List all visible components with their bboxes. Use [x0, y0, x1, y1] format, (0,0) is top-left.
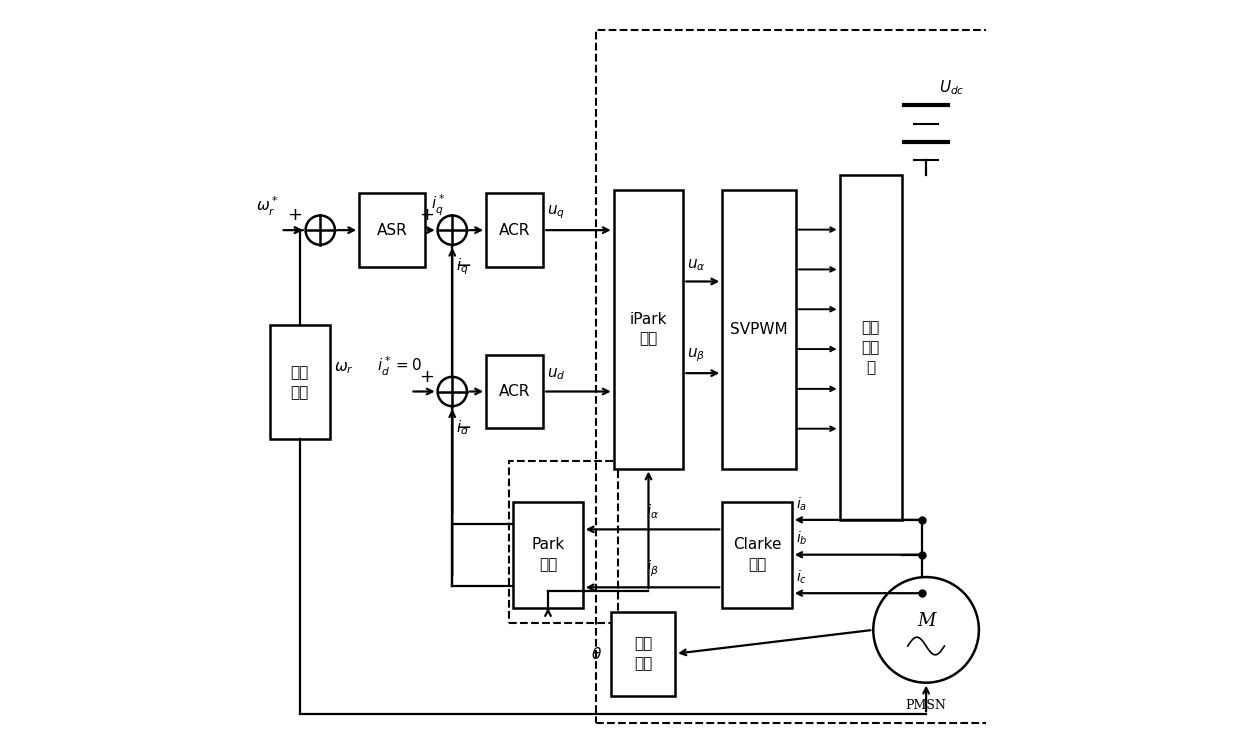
Text: ACR: ACR: [499, 384, 530, 399]
Text: 三相
逆变
器: 三相 逆变 器: [861, 320, 880, 375]
Bar: [486, 355, 543, 428]
Text: $i_c$: $i_c$: [795, 568, 807, 586]
Text: 速度
检测: 速度 检测: [291, 365, 309, 400]
Bar: [270, 325, 330, 439]
Text: $i_a$: $i_a$: [795, 495, 807, 513]
Text: $-$: $-$: [455, 254, 472, 273]
Text: $i_b$: $i_b$: [795, 530, 807, 548]
Text: $\omega_r$: $\omega_r$: [335, 361, 354, 376]
Bar: [613, 190, 684, 469]
Text: $i_\alpha$: $i_\alpha$: [646, 502, 659, 520]
Bar: [513, 502, 582, 608]
Bar: [486, 194, 543, 267]
Text: iPark
变换: iPark 变换: [629, 312, 668, 347]
Text: $i_q$: $i_q$: [456, 256, 468, 277]
Text: ASR: ASR: [377, 222, 408, 238]
Text: 位置
检测: 位置 检测: [634, 636, 652, 671]
Text: M: M: [917, 612, 935, 630]
Text: $u_d$: $u_d$: [546, 367, 565, 382]
Circle shape: [873, 577, 979, 683]
Text: +: +: [419, 206, 434, 224]
Bar: [611, 612, 675, 696]
Circle shape: [437, 377, 467, 406]
Text: Clarke
变换: Clarke 变换: [732, 537, 782, 572]
Text: $u_q$: $u_q$: [546, 203, 565, 221]
Text: PMSN: PMSN: [906, 699, 947, 712]
Bar: [596, 30, 1005, 723]
Text: $i_\beta$: $i_\beta$: [647, 558, 659, 579]
Text: $i_d$: $i_d$: [456, 418, 470, 437]
Circle shape: [306, 216, 335, 245]
Text: +: +: [287, 206, 302, 224]
Text: +: +: [419, 367, 434, 386]
Text: ACR: ACR: [499, 222, 530, 238]
Circle shape: [437, 216, 467, 245]
Text: $i_d^*=0$: $i_d^*=0$: [378, 355, 422, 378]
Bar: [509, 461, 618, 622]
Text: Park
变换: Park 变换: [532, 537, 565, 572]
Text: $u_\beta$: $u_\beta$: [686, 347, 705, 364]
Bar: [840, 175, 902, 520]
Text: $\theta$: $\theta$: [591, 646, 602, 661]
Bar: [722, 190, 795, 469]
Text: $U_{dc}$: $U_{dc}$: [939, 78, 965, 97]
Text: SVPWM: SVPWM: [730, 321, 788, 337]
Text: $i_q^*$: $i_q^*$: [431, 194, 446, 219]
Text: $u_\alpha$: $u_\alpha$: [686, 257, 705, 273]
Text: $\omega_r^*$: $\omega_r^*$: [256, 195, 279, 219]
Text: $-$: $-$: [455, 416, 472, 435]
Bar: [359, 194, 425, 267]
Bar: [722, 502, 792, 608]
